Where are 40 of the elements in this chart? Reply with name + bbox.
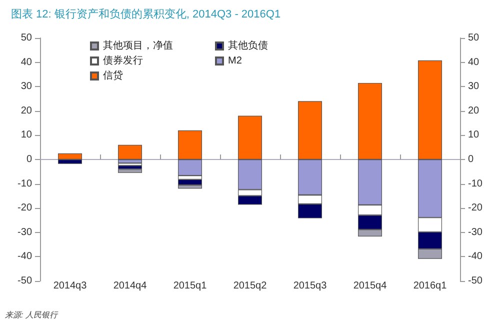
bar: [118, 169, 142, 173]
y2-tick-label: -40: [468, 251, 483, 262]
x-tick-label: 2015q2: [233, 280, 268, 292]
y-tick-label: 20: [20, 105, 32, 116]
y2-tick-label: 30: [468, 81, 480, 92]
y2-tick-label: 20: [468, 105, 480, 116]
legend-label: 信贷: [103, 70, 123, 82]
legend-label: M2: [228, 56, 242, 66]
y-tick-label: -50: [18, 276, 32, 286]
x-tick-label: 2015q3: [293, 280, 328, 292]
y-tick-label: 30: [20, 81, 32, 92]
y2-tick-label: -10: [468, 178, 483, 190]
source-note: 来源: 人民银行: [5, 310, 58, 320]
y-tick-label: -30: [18, 226, 32, 238]
y2-tick-label: -50: [468, 276, 483, 286]
bar: [118, 166, 142, 170]
x-tick-label: 2014q4: [113, 280, 148, 292]
y2-tick-label: 50: [468, 32, 480, 44]
y-tick-label: -10: [18, 178, 32, 190]
y-tick-label: 10: [20, 130, 32, 141]
y-tick-label: 40: [20, 56, 32, 68]
y-tick-label: -20: [18, 202, 32, 214]
y-tick-label: 50: [20, 32, 32, 44]
bar: [178, 179, 202, 186]
x-tick-label: 2015q1: [173, 280, 208, 292]
y-tick-label: -40: [18, 251, 32, 262]
legend-label: 其他项目，净值: [103, 40, 173, 52]
y2-tick-label: -30: [468, 226, 483, 238]
x-tick-label: 2014q3: [53, 280, 88, 292]
legend-label: 其他负债: [228, 40, 268, 52]
y-tick-label: 0: [26, 154, 32, 165]
y2-tick-label: 40: [468, 56, 480, 68]
bar: [118, 144, 142, 160]
y2-tick-label: 0: [468, 154, 474, 165]
y2-tick-label: 10: [468, 130, 480, 141]
legend-label: 债券发行: [103, 54, 143, 66]
x-tick-label: 2016q1: [413, 280, 448, 292]
y2-tick-label: -20: [468, 202, 483, 214]
chart-title: 图表 12: 银行资产和负债的累积变化, 2014Q3 - 2016Q1: [11, 8, 281, 20]
x-tick-label: 2015q4: [353, 280, 388, 292]
